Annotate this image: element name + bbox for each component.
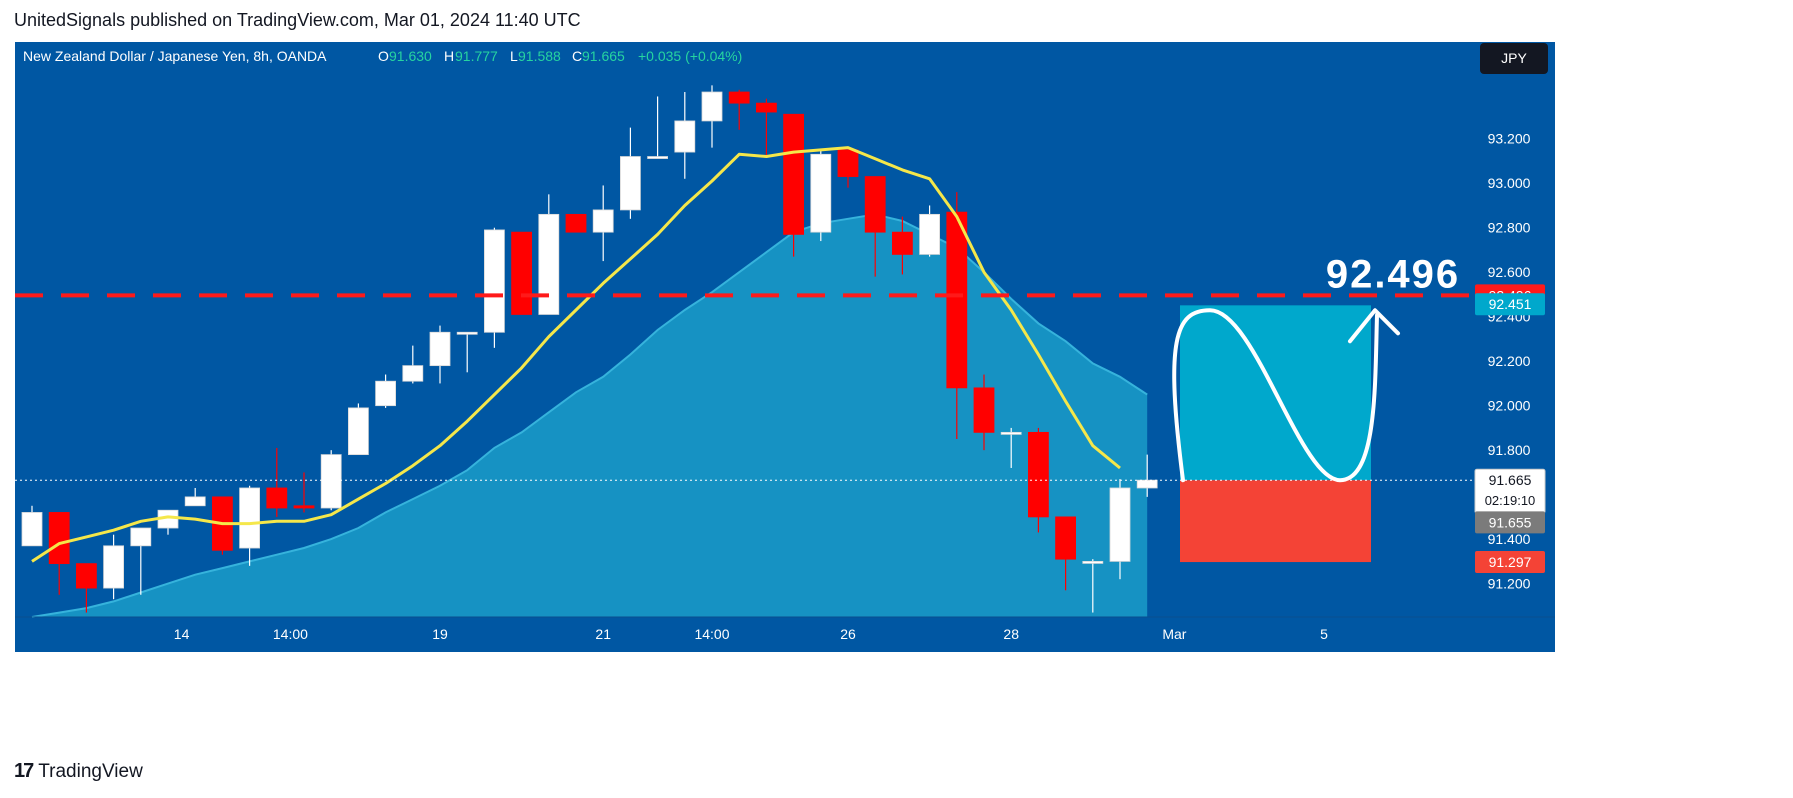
candle-up[interactable] xyxy=(647,156,668,159)
candle-up[interactable] xyxy=(239,487,261,549)
y-tick-label: 91.400 xyxy=(1488,531,1531,547)
last-price-tag: 91.655 xyxy=(1489,514,1532,530)
area-fill xyxy=(32,214,1148,617)
header-o-value: 91.630 xyxy=(389,48,432,64)
annotation-text: 92.496 xyxy=(1326,252,1460,296)
candle-down[interactable] xyxy=(756,102,777,113)
x-tick-label: 19 xyxy=(432,626,448,642)
candle-up[interactable] xyxy=(429,331,451,367)
y-tick-label: 93.000 xyxy=(1488,175,1531,191)
candle-down[interactable] xyxy=(293,505,315,509)
y-tick-label: 91.200 xyxy=(1488,576,1531,592)
ma-layer xyxy=(31,146,1121,563)
entry-price-tag: 91.665 xyxy=(1489,472,1532,488)
y-tick-label: 91.800 xyxy=(1488,442,1531,458)
candle-up[interactable] xyxy=(375,380,397,407)
candle-down[interactable] xyxy=(837,149,859,177)
candle-down[interactable] xyxy=(892,231,913,255)
x-tick-label: 28 xyxy=(1003,626,1019,642)
header-c-label: C xyxy=(572,48,582,64)
candle-up[interactable] xyxy=(810,153,832,233)
header-l-label: L xyxy=(510,48,518,64)
ma-line xyxy=(31,146,1121,563)
x-tick-label: 14:00 xyxy=(694,626,729,642)
header-h-label: H xyxy=(444,48,454,64)
x-tick-label: 21 xyxy=(595,626,611,642)
projection-curve xyxy=(1172,308,1379,483)
candle-up[interactable] xyxy=(103,545,124,589)
target-price-tag-bg xyxy=(1475,293,1545,316)
stop-zone[interactable] xyxy=(1180,480,1371,563)
target-price-tag: 92.451 xyxy=(1489,296,1532,312)
last-price-tag-bg xyxy=(1475,511,1545,534)
price-chart[interactable]: 93.20093.00092.80092.60092.40092.20092.0… xyxy=(15,42,1555,652)
candle-up[interactable] xyxy=(538,213,560,315)
candle-down[interactable] xyxy=(973,387,995,433)
x-tick-label: Mar xyxy=(1162,626,1186,642)
candle-down[interactable] xyxy=(266,487,288,509)
header-change: +0.035 (+0.04%) xyxy=(638,48,742,64)
stop-price-tag-bg xyxy=(1475,551,1545,574)
candle-down[interactable] xyxy=(48,512,70,565)
arrow-up-icon xyxy=(1348,308,1400,344)
candle-up[interactable] xyxy=(1109,487,1131,562)
candle-up[interactable] xyxy=(919,213,940,255)
candle-up[interactable] xyxy=(1000,431,1022,435)
x-tick-label: 26 xyxy=(840,626,856,642)
candle-up[interactable] xyxy=(184,496,206,507)
countdown-tag: 02:19:10 xyxy=(1485,493,1536,508)
candle-down[interactable] xyxy=(1028,431,1049,518)
candle-down[interactable] xyxy=(76,563,97,589)
stop-price-tag: 91.297 xyxy=(1489,554,1532,570)
candle-down[interactable] xyxy=(864,176,886,233)
position-layer: 92.496 xyxy=(15,252,1473,563)
x-tick-label: 14 xyxy=(174,626,190,642)
tradingview-name: TradingView xyxy=(38,760,143,782)
candle-down[interactable] xyxy=(565,213,587,233)
candle-up[interactable] xyxy=(620,156,641,211)
tradingview-brand[interactable]: 17 TradingView xyxy=(14,760,143,783)
candle-down[interactable] xyxy=(946,211,968,389)
candle-up[interactable] xyxy=(674,120,696,153)
candle-up[interactable] xyxy=(701,91,723,122)
y-tick-label: 92.600 xyxy=(1488,264,1531,280)
candle-layer xyxy=(21,85,1158,613)
candle-up[interactable] xyxy=(130,527,152,547)
candle-up[interactable] xyxy=(592,209,614,233)
currency-button[interactable]: JPY xyxy=(1501,50,1527,66)
candle-up[interactable] xyxy=(402,365,424,382)
candle-down[interactable] xyxy=(728,91,750,104)
candle-up[interactable] xyxy=(347,407,369,456)
header-symbol: New Zealand Dollar / Japanese Yen, 8h, O… xyxy=(23,48,327,64)
candle-up[interactable] xyxy=(456,331,478,335)
candle-up[interactable] xyxy=(483,229,505,333)
header-l-value: 91.588 xyxy=(518,48,561,64)
candle-down[interactable] xyxy=(511,231,533,315)
candle-up[interactable] xyxy=(320,454,342,509)
candle-up[interactable] xyxy=(21,512,43,547)
candle-up[interactable] xyxy=(1136,479,1158,489)
tradingview-logo-icon: 17 xyxy=(14,760,34,782)
publisher-line: UnitedSignals published on TradingView.c… xyxy=(14,10,581,30)
currency-button-bg[interactable] xyxy=(1480,43,1548,74)
y-tick-label: 92.200 xyxy=(1488,353,1531,369)
x-tick-label: 14:00 xyxy=(273,626,308,642)
y-tick-label: 92.800 xyxy=(1488,220,1531,236)
x-tick-label: 5 xyxy=(1320,626,1328,642)
y-tick-label: 92.000 xyxy=(1488,398,1531,414)
header-o-label: O xyxy=(378,48,389,64)
candle-down[interactable] xyxy=(1055,516,1076,560)
header-h-value: 91.777 xyxy=(455,48,498,64)
candle-up[interactable] xyxy=(1082,560,1104,564)
header-c-value: 91.665 xyxy=(582,48,625,64)
y-tick-label: 93.200 xyxy=(1488,131,1531,147)
candle-down[interactable] xyxy=(783,113,804,235)
